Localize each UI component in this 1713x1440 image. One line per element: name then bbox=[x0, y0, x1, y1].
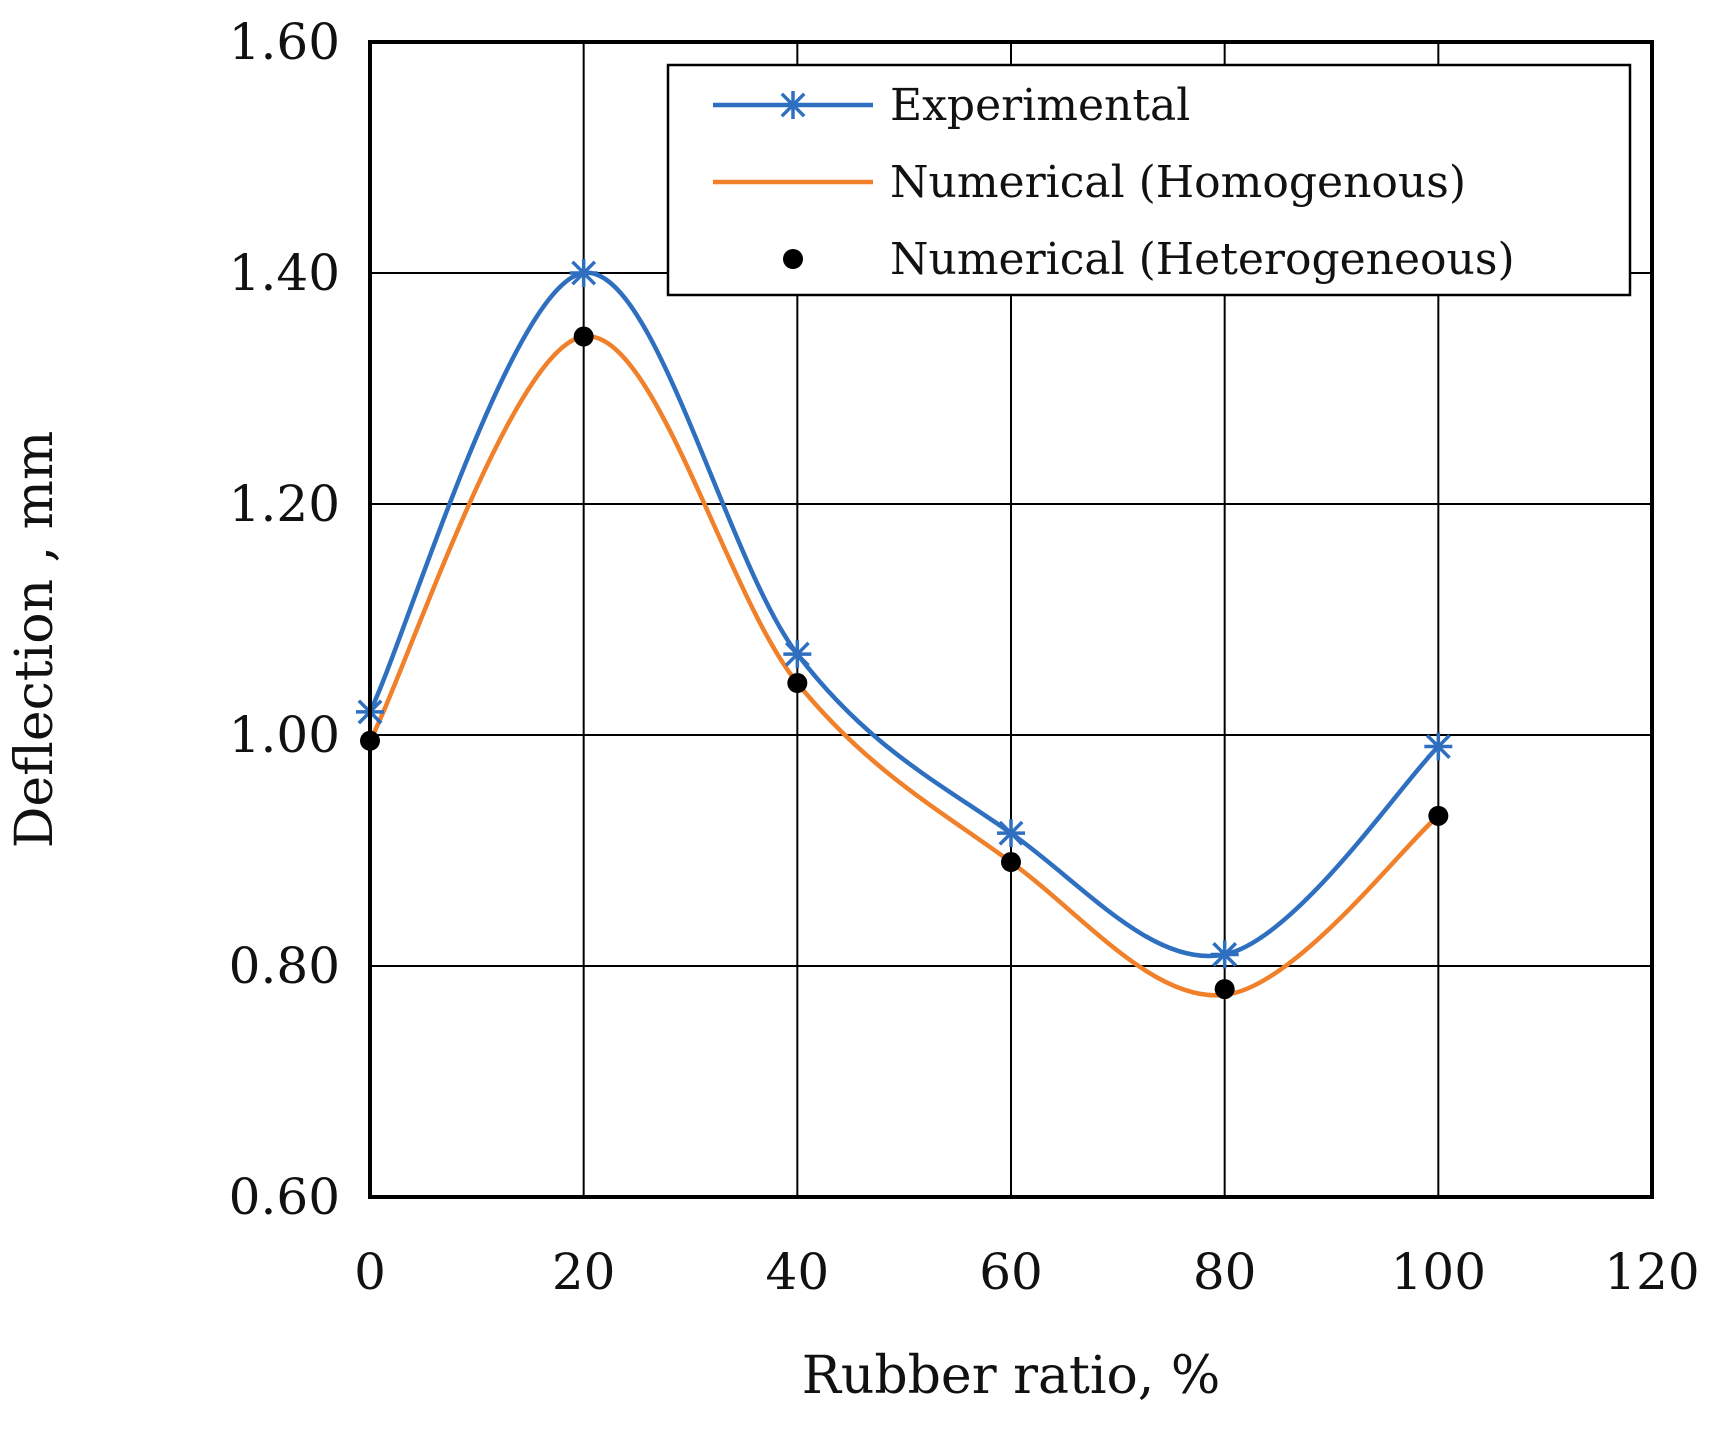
data-point-experimental bbox=[997, 819, 1025, 848]
y-axis-title: Deflection , mm bbox=[5, 431, 65, 849]
ticks-layer: 0 20 40 60 80 100 120 0.60 0.80 1.00 1.20 1.40 1.60 bbox=[229, 13, 1700, 1301]
legend-label-numerical-heterogeneous: Numerical (Heterogeneous) bbox=[890, 234, 1515, 285]
x-tick-label: 60 bbox=[979, 1243, 1043, 1301]
y-tick-label: 0.80 bbox=[229, 937, 340, 995]
legend-marker-numerical-heterogeneous bbox=[783, 249, 803, 269]
data-point-experimental bbox=[1210, 940, 1239, 969]
y-tick-label: 1.00 bbox=[229, 706, 340, 764]
data-point-numerical-heterogeneous bbox=[1001, 852, 1021, 873]
x-tick-label: 120 bbox=[1604, 1243, 1699, 1301]
series-line-numerical-homogenous bbox=[368, 334, 1440, 998]
data-point-numerical-heterogeneous bbox=[1214, 979, 1235, 1000]
x-tick-label: 20 bbox=[552, 1243, 616, 1301]
data-point-experimental bbox=[569, 259, 598, 287]
data-point-numerical-heterogeneous bbox=[573, 326, 594, 347]
x-tick-label: 80 bbox=[1193, 1243, 1257, 1301]
series-layer bbox=[356, 259, 1453, 1000]
data-point-experimental bbox=[1424, 732, 1453, 761]
data-point-experimental bbox=[783, 640, 812, 669]
x-axis-title: Rubber ratio, % bbox=[802, 1346, 1221, 1406]
legend-label-numerical-homogenous: Numerical (Homogenous) bbox=[890, 157, 1466, 208]
y-tick-label: 1.40 bbox=[229, 244, 340, 302]
y-tick-label: 1.20 bbox=[229, 475, 340, 533]
x-tick-label: 100 bbox=[1391, 1243, 1486, 1301]
legend: Experimental Numerical (Homogenous) Numeri… bbox=[666, 63, 1632, 297]
y-tick-label: 1.60 bbox=[229, 13, 340, 71]
data-point-numerical-heterogeneous bbox=[787, 673, 808, 694]
legend-label-experimental: Experimental bbox=[890, 80, 1190, 131]
y-tick-label: 0.60 bbox=[229, 1168, 340, 1226]
legend-items: Experimental Numerical (Homogenous) Numeri… bbox=[713, 80, 1515, 285]
series-line-experimental bbox=[367, 270, 1440, 959]
plot-frame bbox=[368, 40, 1654, 1199]
data-point-numerical-heterogeneous bbox=[1428, 805, 1449, 826]
x-tick-label: 0 bbox=[354, 1243, 386, 1301]
legend-marker-experimental bbox=[779, 91, 807, 119]
x-tick-label: 40 bbox=[766, 1243, 830, 1301]
